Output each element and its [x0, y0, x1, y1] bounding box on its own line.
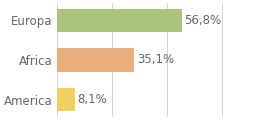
Bar	[57, 9, 182, 32]
Bar	[57, 88, 75, 111]
Text: 8,1%: 8,1%	[78, 93, 107, 106]
Bar	[57, 48, 134, 72]
Text: 56,8%: 56,8%	[184, 14, 221, 27]
Text: 35,1%: 35,1%	[137, 54, 174, 66]
